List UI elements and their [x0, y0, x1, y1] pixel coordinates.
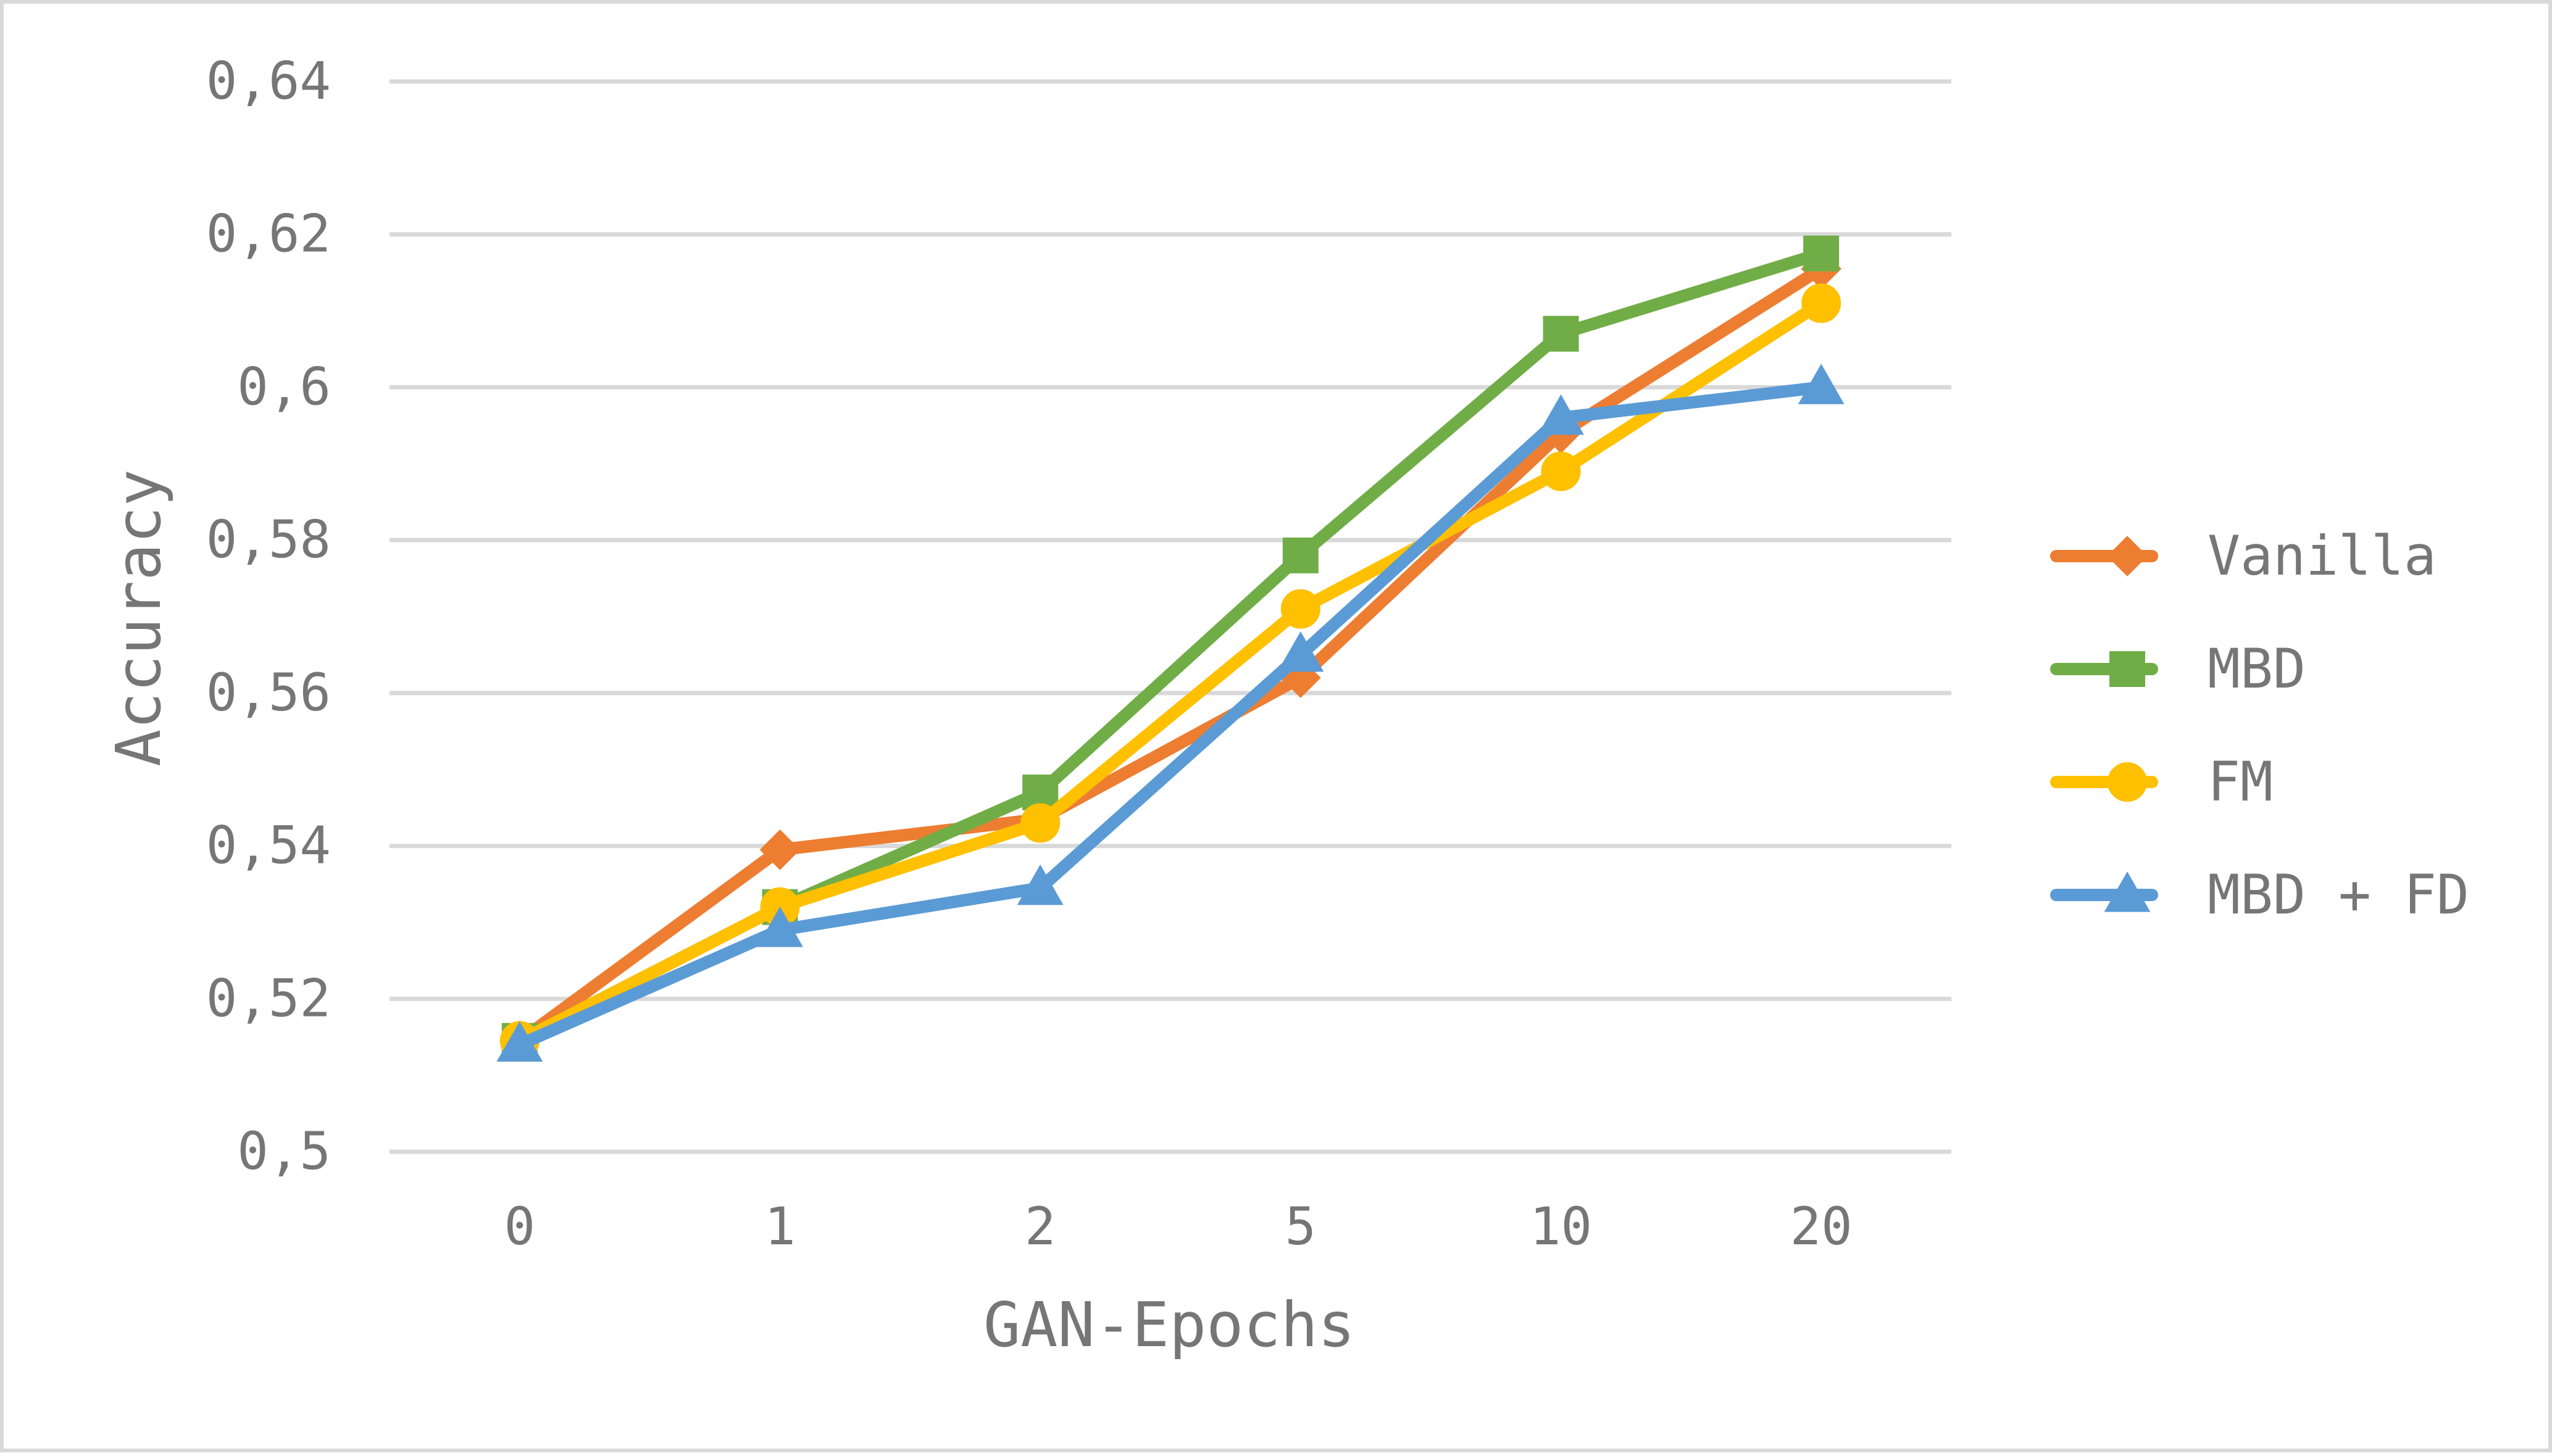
series-vanilla: [499, 248, 1841, 1062]
series-line: [513, 381, 1828, 1051]
y-tick-label: 0,64: [206, 51, 331, 111]
legend-item: MBD: [2050, 637, 2306, 701]
legend-label: Vanilla: [2208, 524, 2437, 588]
data-point: [1541, 451, 1581, 491]
legend-label: MBD: [2208, 637, 2306, 701]
y-tick-label: 0,5: [237, 1121, 331, 1181]
data-point: [1803, 235, 1840, 272]
data-point: [1277, 631, 1324, 672]
series-line: [513, 262, 1828, 1047]
gridlines: [390, 79, 1951, 1154]
x-axis-title: GAN-Epochs: [983, 1289, 1355, 1361]
data-point: [1543, 315, 1579, 352]
legend-label: MBD + FD: [2208, 863, 2469, 926]
x-tick-label: 1: [764, 1196, 796, 1257]
y-axis-title: Accuracy: [102, 469, 175, 767]
y-tick-label: 0,54: [206, 815, 331, 876]
data-point: [1801, 283, 1841, 323]
series-mbd: [501, 235, 1840, 1059]
data-point: [757, 906, 803, 947]
legend-marker: [2104, 871, 2151, 912]
series-line: [513, 297, 1828, 1047]
legend-marker: [2107, 536, 2148, 576]
legend-label: FM: [2208, 750, 2273, 813]
data-point: [1017, 864, 1064, 905]
y-tick-label: 0,62: [206, 204, 331, 264]
x-tick-label: 10: [1530, 1196, 1592, 1257]
data-point: [1798, 364, 1845, 404]
legend-item: Vanilla: [2050, 524, 2437, 588]
data-point: [1020, 803, 1061, 843]
legend-item: FM: [2050, 750, 2273, 813]
data-point: [1280, 589, 1320, 629]
y-tick-label: 0,58: [206, 509, 331, 570]
data-point: [1538, 394, 1584, 435]
series-lines: [496, 235, 1845, 1062]
data-point: [759, 829, 801, 870]
legend-marker: [2109, 651, 2145, 687]
legend: Vanilla MBD FM MBD + FD: [2050, 524, 2469, 926]
series-mbd-fd: [496, 364, 1845, 1062]
legend-marker: [2108, 762, 2147, 802]
x-tick-label: 5: [1285, 1196, 1317, 1257]
x-axis-tick-labels: 0 1 2 5 10 20: [504, 1196, 1853, 1257]
x-tick-label: 2: [1025, 1196, 1056, 1257]
chart-canvas: 0,50,520,540,560,580,60,620,64 0 1 2 5 10 20 …: [102, 51, 2469, 1361]
data-point: [496, 1021, 543, 1062]
y-tick-label: 0,6: [237, 356, 331, 417]
y-tick-label: 0,56: [206, 662, 331, 723]
data-point: [1282, 537, 1319, 573]
series-line: [513, 247, 1828, 1047]
y-tick-label: 0,52: [206, 968, 331, 1028]
y-axis-tick-labels: 0,5 0,52 0,54 0,56 0,58 0,6 0,62 0,64: [206, 51, 331, 1181]
x-tick-label: 0: [504, 1196, 536, 1257]
legend-item: MBD + FD: [2050, 863, 2469, 926]
x-tick-label: 20: [1790, 1196, 1853, 1257]
